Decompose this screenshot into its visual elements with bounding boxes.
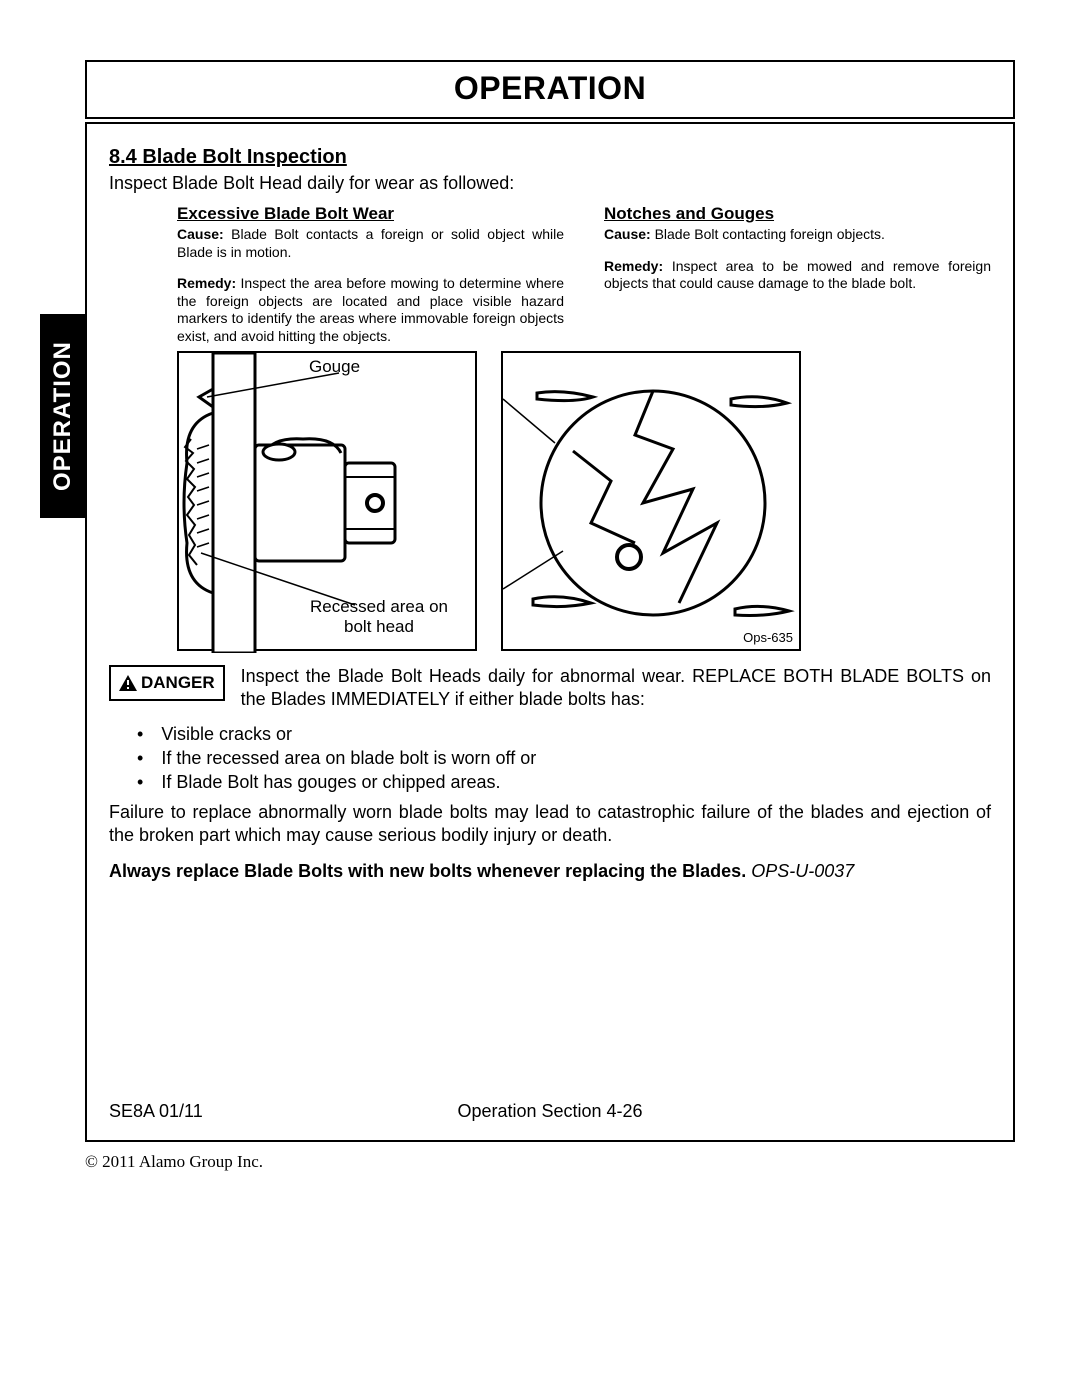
cause-label: Cause: — [604, 226, 651, 242]
remedy-label: Remedy: — [604, 258, 663, 274]
replace-ref: OPS-U-0037 — [751, 861, 854, 881]
two-columns: Excessive Blade Bolt Wear Cause: Blade B… — [177, 204, 991, 345]
intro-text: Inspect Blade Bolt Head daily for wear a… — [109, 173, 991, 194]
copyright: © 2011 Alamo Group Inc. — [85, 1152, 263, 1172]
bolt-top-svg — [503, 353, 803, 653]
danger-row: DANGER Inspect the Blade Bolt Heads dail… — [109, 665, 991, 712]
diagram-row: Gouge — [177, 351, 991, 651]
warning-icon — [119, 675, 137, 691]
section-heading: 8.4 Blade Bolt Inspection — [109, 146, 991, 169]
recessed-label: Recessed area onbolt head — [299, 597, 459, 638]
right-col-title: Notches and Gouges — [604, 204, 991, 224]
bullet-item: Visible cracks or — [133, 722, 991, 746]
bullet-text: Visible cracks or — [161, 722, 292, 746]
replace-line: Always replace Blade Bolts with new bolt… — [109, 861, 991, 882]
bullet-item: If the recessed area on blade bolt is wo… — [133, 746, 991, 770]
diagram-right: Ops-635 — [501, 351, 801, 651]
replace-text: Always replace Blade Bolts with new bolt… — [109, 861, 751, 881]
right-col-remedy: Remedy: Inspect area to be mowed and rem… — [604, 258, 991, 293]
footer-center: Operation Section 4-26 — [403, 1101, 697, 1122]
footer-right — [697, 1101, 991, 1122]
left-col-title: Excessive Blade Bolt Wear — [177, 204, 564, 224]
bullet-text: If Blade Bolt has gouges or chipped area… — [161, 770, 500, 794]
diagram-left: Gouge — [177, 351, 477, 651]
danger-text: Inspect the Blade Bolt Heads daily for a… — [241, 665, 991, 712]
left-col-remedy: Remedy: Inspect the area before mowing t… — [177, 275, 564, 345]
bullet-text: If the recessed area on blade bolt is wo… — [161, 746, 536, 770]
right-column: Notches and Gouges Cause: Blade Bolt con… — [604, 204, 991, 345]
right-col-cause: Cause: Blade Bolt contacting foreign obj… — [604, 226, 991, 244]
left-column: Excessive Blade Bolt Wear Cause: Blade B… — [177, 204, 564, 345]
content-frame: 8.4 Blade Bolt Inspection Inspect Blade … — [85, 122, 1015, 1142]
bullet-item: If Blade Bolt has gouges or chipped area… — [133, 770, 991, 794]
left-col-cause: Cause: Blade Bolt contacts a foreign or … — [177, 226, 564, 261]
side-tab: OPERATION — [40, 314, 86, 518]
cause-text: Blade Bolt contacting foreign objects. — [651, 226, 885, 242]
remedy-label: Remedy: — [177, 275, 236, 291]
page-title: OPERATION — [87, 62, 1013, 117]
bullet-list: Visible cracks or If the recessed area o… — [133, 722, 991, 795]
danger-label: DANGER — [141, 673, 215, 693]
footer: SE8A 01/11 Operation Section 4-26 — [109, 1101, 991, 1122]
ops-id: Ops-635 — [743, 630, 793, 645]
danger-badge: DANGER — [109, 665, 225, 701]
failure-paragraph: Failure to replace abnormally worn blade… — [109, 801, 991, 848]
cause-label: Cause: — [177, 226, 224, 242]
title-frame: OPERATION — [85, 60, 1015, 119]
remedy-text: Inspect area to be mowed and remove fore… — [604, 258, 991, 292]
remedy-text: Inspect the area before mowing to determ… — [177, 275, 564, 344]
gouge-label: Gouge — [309, 357, 360, 377]
cause-text: Blade Bolt contacts a foreign or solid o… — [177, 226, 564, 260]
footer-left: SE8A 01/11 — [109, 1101, 403, 1122]
